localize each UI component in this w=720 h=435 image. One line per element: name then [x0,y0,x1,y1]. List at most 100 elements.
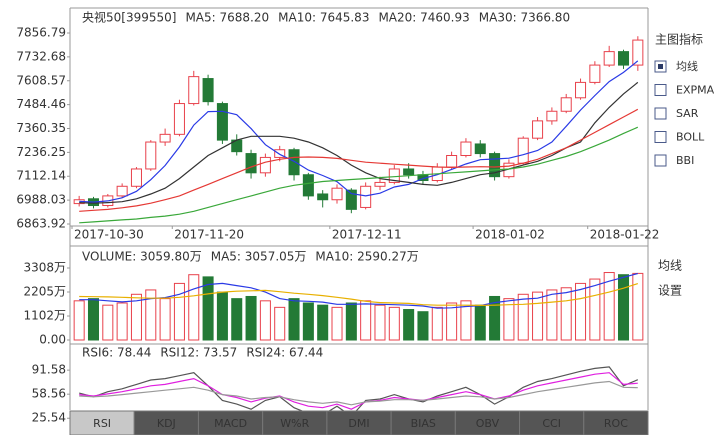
indicator-line [79,380,638,406]
indicator-tab[interactable] [390,410,456,435]
candle-body [632,39,644,66]
option-label[interactable]: EXPMA [676,84,715,97]
candle-body [259,156,271,174]
legend-entry: RSI12: 73.57 [160,346,237,360]
y-tick-label: 2205万 [23,285,66,299]
volume-bar [546,289,558,341]
y-tick-label: 91.58 [32,363,66,377]
option-label[interactable]: 均线 [676,59,698,73]
indicator-line [79,372,638,410]
y-tick-label: 7360.35 [16,121,66,135]
option-check [658,64,663,69]
indicator-tab[interactable] [454,410,521,435]
candle-body [517,137,529,164]
candle-body [145,141,157,170]
y-tick-label: 7856.79 [16,26,66,40]
candle-body [317,193,329,201]
volume-bar [388,306,400,341]
candle-body [345,189,357,210]
candle-body [274,149,286,158]
volume-bar [589,278,601,341]
volume-sidebar-item[interactable]: 设置 [658,284,682,298]
tab-label[interactable]: OBV [476,417,500,430]
option-checkbox[interactable] [654,131,667,143]
candle-body [617,51,630,66]
candle-body [245,153,257,174]
tab-label[interactable]: CCI [542,417,561,430]
y-tick-label: 3308万 [23,261,66,275]
indicator-line [79,272,638,309]
option-checkbox[interactable] [654,154,667,167]
x-tick-label: 2017-11-20 [174,228,244,242]
volume-bar [288,298,300,341]
volume-bar [173,282,185,341]
volume-bar [202,276,214,341]
volume-bar [216,291,228,341]
volume-bar [489,295,501,341]
legend-entry: 央视50[399550] [82,10,176,25]
tab-label[interactable]: DMI [348,417,369,430]
volume-bar [446,302,458,341]
candle-body [446,155,458,168]
legend-entry: MA5: 7688.20 [185,11,269,25]
legend-entry: MA30: 7366.80 [479,11,570,25]
indicator-tab[interactable] [583,410,649,435]
volume-bar [374,304,386,341]
legend-entry: RSI24: 67.44 [246,346,323,360]
tab-label[interactable]: KDJ [157,417,176,430]
tab-label[interactable]: BIAS [411,417,436,430]
volume-bar [116,302,128,341]
indicator-line [79,81,639,204]
option-label[interactable]: BBI [676,154,694,167]
option-label[interactable]: BOLL [676,131,705,144]
indicator-line [79,126,639,224]
volume-bar [503,298,515,341]
volume-bar [231,298,243,341]
indicator-line [79,60,639,203]
tab-label[interactable]: MACD [214,417,247,430]
candle-body [288,149,300,176]
y-tick-label: 1102万 [23,309,66,323]
option-checkbox[interactable] [654,84,667,96]
volume-bar [159,298,171,341]
candle-body [360,185,372,208]
volume-bar [360,300,372,341]
candle-body [116,185,128,197]
y-tick-label: 7732.68 [16,49,66,63]
candle-body [202,78,214,103]
volume-bar [188,274,200,341]
option-label[interactable]: SAR [676,107,699,120]
candle-body [173,103,185,135]
legend-entry: MA10: 7645.83 [278,11,369,25]
volume-bar [259,300,271,341]
tab-label[interactable]: W%R [280,417,309,430]
candle-body [374,181,386,187]
volume-sidebar-item[interactable]: 均线 [658,259,682,273]
legend-entry: MA10: 2590.27万 [315,250,418,264]
candle-body [388,168,400,183]
volume-bar [431,306,443,341]
option-checkbox[interactable] [654,107,667,120]
candle-body [216,103,228,141]
indicator-line [79,366,639,418]
candle-body [331,187,343,201]
candle-body [546,110,558,122]
candle-body [403,168,415,176]
indicator-tab[interactable] [133,410,199,435]
x-tick-label: 2017-10-30 [74,228,144,242]
tab-label[interactable]: ROC [604,417,628,430]
volume-bar [603,272,615,341]
legend-entry: MA20: 7460.93 [378,11,469,25]
y-tick-label: 6988.03 [16,193,66,207]
tab-label[interactable]: RSI [93,417,111,430]
volume-bar [145,289,157,341]
candle-body [575,81,587,99]
x-tick-label: 2018-01-22 [590,228,660,242]
volume-bar [632,272,644,341]
indicator-line [79,283,638,307]
volume-bar [617,274,630,341]
candle-body [474,143,486,155]
volume-bar [345,302,357,341]
candle-body [302,174,314,197]
